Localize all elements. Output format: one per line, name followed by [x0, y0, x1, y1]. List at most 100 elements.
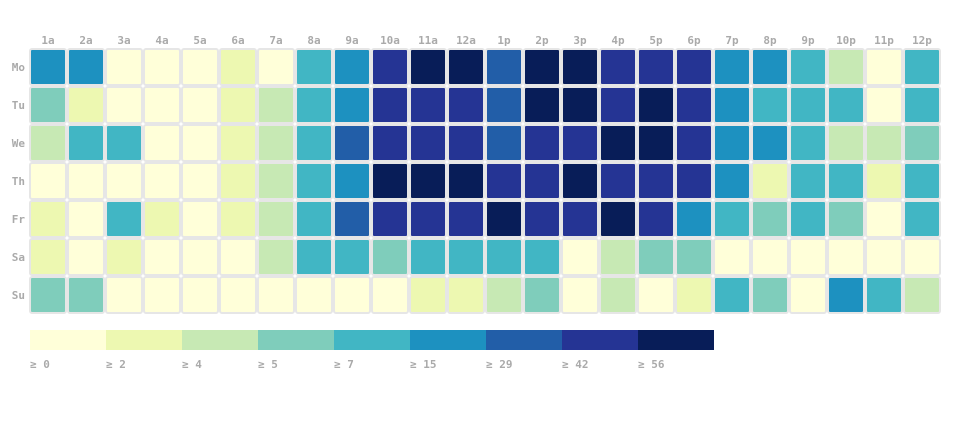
heatmap-cell-Fr-8p: [751, 200, 789, 238]
heatmap-cells: [29, 48, 941, 314]
legend-label-2: ≥ 4: [182, 358, 202, 371]
heatmap-cell-We-7a: [257, 124, 295, 162]
heatmap-cell-We-10p: [827, 124, 865, 162]
heatmap-cell-Th-12a: [447, 162, 485, 200]
heatmap-cell-Su-1a: [29, 276, 67, 314]
heatmap-cell-Fr-9a: [333, 200, 371, 238]
heatmap-cell-Sa-9p: [789, 238, 827, 276]
heatmap-cell-Th-6a: [219, 162, 257, 200]
heatmap-cell-Tu-12a: [447, 86, 485, 124]
x-tick-label-2a: 2a: [79, 34, 92, 47]
heatmap-cell-We-9a: [333, 124, 371, 162]
legend-label-4: ≥ 7: [334, 358, 354, 371]
x-tick-label-5a: 5a: [193, 34, 206, 47]
heatmap-cell-Fr-7p: [713, 200, 751, 238]
legend-swatch-3: [258, 330, 334, 350]
heatmap-cell-Tu-6p: [675, 86, 713, 124]
heatmap-cell-Mo-5a: [181, 48, 219, 86]
legend-label-7: ≥ 42: [562, 358, 589, 371]
x-tick-label-8a: 8a: [307, 34, 320, 47]
heatmap-cell-Tu-4a: [143, 86, 181, 124]
x-tick-label-11a: 11a: [418, 34, 438, 47]
heatmap-cell-Sa-3p: [561, 238, 599, 276]
x-tick-label-7a: 7a: [269, 34, 282, 47]
heatmap-cell-Su-5p: [637, 276, 675, 314]
heatmap-cell-Fr-7a: [257, 200, 295, 238]
heatmap-cell-Sa-10a: [371, 238, 409, 276]
heatmap-cell-Su-3a: [105, 276, 143, 314]
heatmap-cell-Mo-10a: [371, 48, 409, 86]
heatmap-cell-Tu-3a: [105, 86, 143, 124]
heatmap-cell-Tu-8a: [295, 86, 333, 124]
x-tick-label-5p: 5p: [649, 34, 663, 47]
heatmap-cell-Th-5a: [181, 162, 219, 200]
legend-swatch-1: [106, 330, 182, 350]
y-tick-label-Sa: Sa: [12, 251, 25, 264]
heatmap-cell-We-7p: [713, 124, 751, 162]
x-tick-label-11p: 11p: [874, 34, 894, 47]
legend: ≥ 0 ≥ 2 ≥ 4 ≥ 5 ≥ 7 ≥ 15 ≥ 29 ≥ 42 ≥ 56: [30, 330, 714, 371]
heatmap-cell-Sa-12p: [903, 238, 941, 276]
heatmap-cell-Fr-6a: [219, 200, 257, 238]
heatmap-cell-We-1p: [485, 124, 523, 162]
heatmap-cell-Su-2p: [523, 276, 561, 314]
heatmap-cell-Tu-2a: [67, 86, 105, 124]
heatmap-cell-Mo-11p: [865, 48, 903, 86]
legend-label-3: ≥ 5: [258, 358, 278, 371]
heatmap-cell-Tu-10a: [371, 86, 409, 124]
heatmap-cell-Mo-7a: [257, 48, 295, 86]
heatmap-cell-Fr-9p: [789, 200, 827, 238]
y-axis-labels: Mo Tu We Th Fr Sa Su: [12, 61, 26, 302]
heatmap-cell-Th-10p: [827, 162, 865, 200]
heatmap-cell-Th-2a: [67, 162, 105, 200]
x-tick-label-3p: 3p: [573, 34, 587, 47]
legend-swatch-0: [30, 330, 106, 350]
heatmap-cell-We-12a: [447, 124, 485, 162]
heatmap-cell-Sa-8p: [751, 238, 789, 276]
heatmap-cell-Fr-8a: [295, 200, 333, 238]
heatmap-cell-We-4p: [599, 124, 637, 162]
heatmap-cell-We-3p: [561, 124, 599, 162]
heatmap-cell-Th-1p: [485, 162, 523, 200]
heatmap-cell-Sa-5a: [181, 238, 219, 276]
heatmap-cell-We-2p: [523, 124, 561, 162]
heatmap-cell-We-11a: [409, 124, 447, 162]
heatmap-cell-Su-4a: [143, 276, 181, 314]
heatmap-cell-Fr-12p: [903, 200, 941, 238]
x-tick-label-1p: 1p: [497, 34, 511, 47]
heatmap-cell-Th-12p: [903, 162, 941, 200]
heatmap-cell-Th-3a: [105, 162, 143, 200]
heatmap-cell-Fr-2a: [67, 200, 105, 238]
heatmap-cell-Fr-4a: [143, 200, 181, 238]
heatmap-cell-Sa-4p: [599, 238, 637, 276]
heatmap-cell-Th-11p: [865, 162, 903, 200]
heatmap-cell-We-5p: [637, 124, 675, 162]
heatmap-cell-Sa-9a: [333, 238, 371, 276]
heatmap-cell-We-11p: [865, 124, 903, 162]
heatmap-cell-Th-8p: [751, 162, 789, 200]
x-tick-label-4p: 4p: [611, 34, 625, 47]
heatmap-cell-Tu-9p: [789, 86, 827, 124]
heatmap-cell-Sa-11a: [409, 238, 447, 276]
x-tick-label-4a: 4a: [155, 34, 168, 47]
heatmap-cell-Sa-1a: [29, 238, 67, 276]
heatmap-cell-Th-3p: [561, 162, 599, 200]
heatmap-cell-Fr-6p: [675, 200, 713, 238]
heatmap-cell-Su-12p: [903, 276, 941, 314]
heatmap-cell-Tu-2p: [523, 86, 561, 124]
heatmap-cell-Tu-3p: [561, 86, 599, 124]
y-tick-label-Th: Th: [12, 175, 25, 188]
heatmap-cell-Th-7a: [257, 162, 295, 200]
x-tick-label-1a: 1a: [41, 34, 54, 47]
heatmap-cell-Su-9a: [333, 276, 371, 314]
heatmap-cell-Sa-3a: [105, 238, 143, 276]
heatmap-cell-Th-11a: [409, 162, 447, 200]
heatmap-cell-We-9p: [789, 124, 827, 162]
heatmap-cell-Mo-6p: [675, 48, 713, 86]
legend-swatch-2: [182, 330, 258, 350]
heatmap-cell-Th-10a: [371, 162, 409, 200]
heatmap-cell-We-8p: [751, 124, 789, 162]
y-tick-label-Fr: Fr: [12, 213, 26, 226]
heatmap-cell-Th-5p: [637, 162, 675, 200]
